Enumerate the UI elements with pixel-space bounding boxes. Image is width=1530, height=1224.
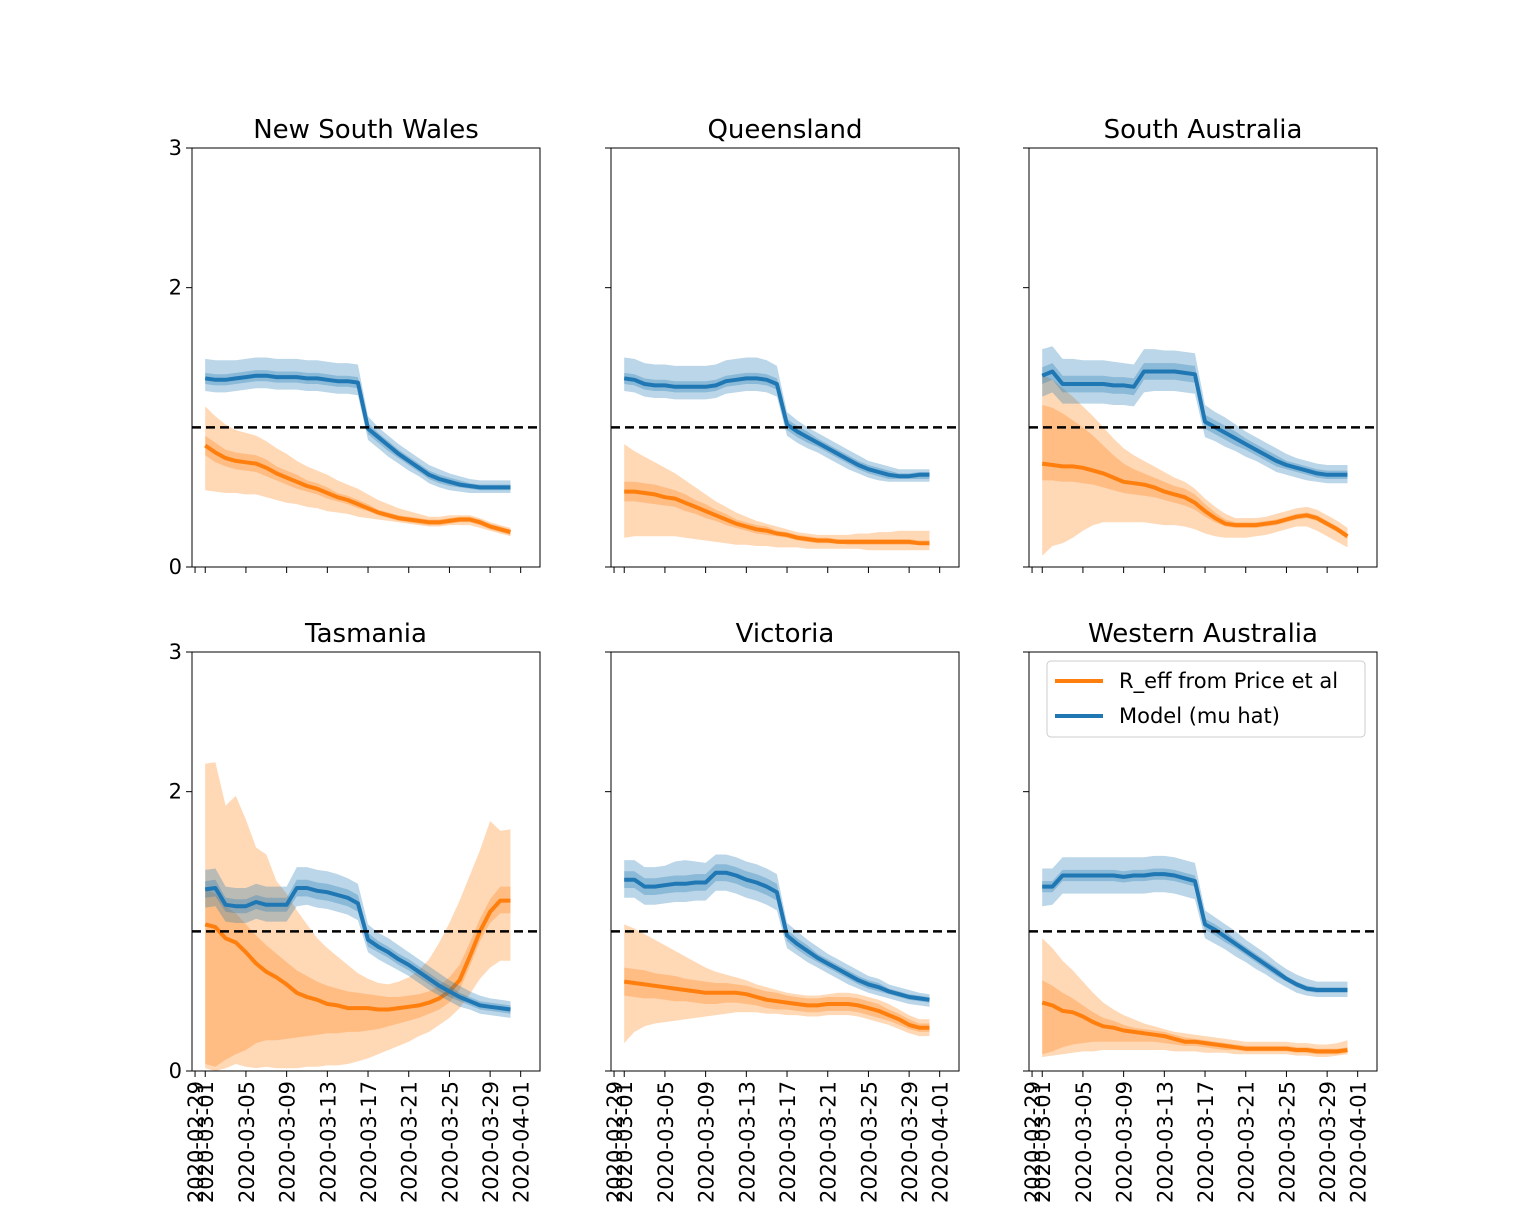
panel-title: Western Australia — [1088, 619, 1318, 649]
panel-queensland: Queensland — [605, 115, 960, 573]
model-line — [623, 376, 930, 479]
r-eff-line — [1041, 461, 1349, 538]
x-tick-label: 2020-03-21 — [1235, 1081, 1259, 1203]
x-tick-label: 2020-03-25 — [438, 1081, 462, 1203]
y-tick-label: 3 — [169, 136, 182, 160]
model-line — [1041, 369, 1348, 477]
panel-new-south-wales: 0 2 3 New South Wales — [169, 115, 541, 579]
panel-title: South Australia — [1104, 115, 1303, 145]
x-tick-label: 2020-04-01 — [510, 1081, 534, 1203]
y-tick-label: 3 — [169, 640, 182, 664]
r-eff-line — [1041, 1000, 1348, 1054]
x-tick-label: 2020-03-17 — [776, 1081, 800, 1203]
y-tick-label: 2 — [169, 276, 182, 300]
x-tick-label: 2020-03-13 — [1153, 1081, 1177, 1203]
r-eff-band-outer — [1042, 374, 1348, 556]
x-tick-label: 2020-02-29 — [184, 1081, 208, 1203]
x-tick-label: 2020-03-29 — [898, 1081, 922, 1203]
r-eff-band-inner — [1042, 980, 1348, 1055]
r-eff-band-outer — [624, 444, 930, 551]
x-tick-label: 2020-03-21 — [817, 1081, 841, 1203]
axes-frame — [1028, 651, 1378, 1072]
r-eff-line — [204, 443, 512, 535]
axes-frame — [610, 147, 960, 568]
legend-label: R_eff from Price et al — [1119, 669, 1338, 694]
plot-area — [204, 357, 512, 537]
axes-frame — [191, 147, 541, 568]
x-tick-label: 2020-02-29 — [1021, 1081, 1045, 1203]
x-tick-label: 2020-03-17 — [357, 1081, 381, 1203]
x-tick-label: 2020-03-05 — [235, 1081, 259, 1203]
axes-frame — [191, 651, 541, 1072]
plot-area — [1041, 855, 1348, 1057]
model-line — [1042, 872, 1348, 992]
r-eff-band-inner — [205, 886, 511, 1067]
model-band-inner — [205, 370, 511, 491]
x-tick-label: 2020-03-05 — [1072, 1081, 1096, 1203]
r-eff-line — [623, 979, 930, 1030]
y-tick-label: 0 — [169, 1059, 182, 1083]
r-eff-band-inner — [205, 435, 511, 535]
x-tick-label: 2020-03-29 — [1316, 1081, 1340, 1203]
x-tick-label: 2020-02-29 — [603, 1081, 627, 1203]
x-tick-label: 2020-03-01 — [194, 1081, 218, 1203]
x-tick-label: 2020-03-05 — [654, 1081, 678, 1203]
model-band-outer — [1042, 346, 1348, 484]
panel-title: Queensland — [707, 115, 862, 145]
legend-box — [1046, 660, 1366, 738]
plot-area — [204, 762, 511, 1071]
x-tick-label: 2020-03-09 — [1113, 1081, 1137, 1203]
x-tick-label: 2020-03-21 — [398, 1081, 422, 1203]
legend-label: Model (mu hat) — [1119, 704, 1280, 728]
x-tick-label: 2020-03-09 — [276, 1081, 300, 1203]
y-tick-label: 0 — [169, 555, 182, 579]
x-tick-label: 2020-03-13 — [316, 1081, 340, 1203]
x-tick-label: 2020-03-01 — [613, 1081, 637, 1203]
y-tick-label: 2 — [169, 780, 182, 804]
legend: R_eff from Price et al Model (mu hat) — [1046, 660, 1366, 738]
plot-area — [1041, 346, 1349, 556]
axes-frame — [610, 651, 960, 1072]
x-tick-label: 2020-03-01 — [1031, 1081, 1055, 1203]
model-band-outer — [624, 854, 930, 1007]
panel-title: Victoria — [736, 619, 835, 649]
x-tick-label: 2020-03-17 — [1194, 1081, 1218, 1203]
plot-area — [623, 854, 930, 1044]
model-band-inner — [1042, 363, 1348, 479]
r-eff-line — [624, 489, 930, 546]
x-tick-label: 2020-03-09 — [695, 1081, 719, 1203]
model-band-inner — [1042, 868, 1348, 993]
model-line — [204, 373, 511, 490]
x-tick-label: 2020-03-25 — [1275, 1081, 1299, 1203]
x-tick-label: 2020-04-01 — [1347, 1081, 1371, 1203]
x-tick-label: 2020-03-25 — [857, 1081, 881, 1203]
model-line — [204, 886, 511, 1012]
x-tick-label: 2020-03-29 — [479, 1081, 503, 1203]
r-eff-band-outer — [205, 762, 511, 1071]
r-eff-band-outer — [624, 924, 930, 1044]
plot-area — [623, 357, 930, 551]
panel-title: Tasmania — [304, 619, 427, 649]
x-tick-label: 2020-03-13 — [735, 1081, 759, 1203]
panel-south-australia: South Australia — [1023, 115, 1378, 573]
panel-title: New South Wales — [253, 115, 479, 145]
r-eff-line — [204, 898, 511, 1012]
model-line — [624, 870, 930, 1002]
model-band-outer — [1042, 855, 1348, 997]
x-tick-label: 2020-04-01 — [929, 1081, 953, 1203]
model-band-outer — [624, 357, 930, 482]
axes-frame — [1028, 147, 1378, 568]
